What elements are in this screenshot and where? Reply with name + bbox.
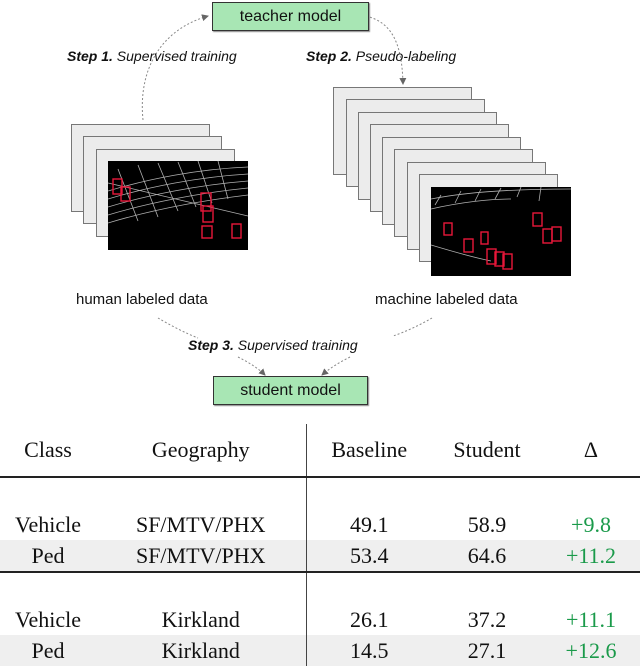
cell-delta: +12.6 bbox=[542, 635, 640, 666]
cell-class: Ped bbox=[0, 540, 96, 572]
student-model-box: student model bbox=[213, 376, 368, 405]
cell-class: Vehicle bbox=[15, 512, 81, 537]
cell-student: 58.9 bbox=[467, 512, 507, 537]
cell-baseline: 49.1 bbox=[350, 512, 389, 537]
cell-delta: +9.8 bbox=[571, 512, 611, 537]
header-baseline: Baseline bbox=[331, 437, 408, 462]
training-pipeline-diagram: teacher model Step 1. Supervised trainin… bbox=[67, 2, 571, 405]
cell-baseline: 26.1 bbox=[350, 607, 389, 632]
results-table: Class Geography Baseline Student Δ Vehic… bbox=[0, 424, 640, 666]
table-header-row: Class Geography Baseline Student Δ bbox=[0, 424, 640, 477]
lidar-frame-machine-labeled bbox=[431, 187, 571, 276]
machine-labeled-data-label: machine labeled data bbox=[375, 291, 518, 308]
header-class: Class bbox=[24, 437, 72, 462]
step2-prefix: Step 2. bbox=[306, 48, 352, 64]
step3-prefix: Step 3. bbox=[188, 337, 234, 353]
cell-delta: +11.1 bbox=[565, 607, 617, 632]
cell-geography: Kirkland bbox=[96, 635, 307, 666]
table-row: Vehicle Kirkland 26.1 37.2 +11.1 bbox=[0, 604, 640, 635]
table-row: Ped SF/MTV/PHX 53.4 64.6 +11.2 bbox=[0, 540, 640, 572]
cell-baseline: 53.4 bbox=[306, 540, 432, 572]
step3-label: Step 3. Supervised training bbox=[188, 337, 358, 353]
cell-baseline: 14.5 bbox=[306, 635, 432, 666]
human-labeled-data-label: human labeled data bbox=[76, 291, 208, 308]
cell-geography: SF/MTV/PHX bbox=[96, 540, 307, 572]
header-geography: Geography bbox=[96, 424, 307, 477]
header-student: Student bbox=[453, 437, 521, 462]
step3-text: Supervised training bbox=[233, 337, 358, 353]
cell-geography: SF/MTV/PHX bbox=[96, 509, 307, 540]
step1-text: Supervised training bbox=[112, 48, 237, 64]
step1-label: Step 1. Supervised training bbox=[67, 48, 237, 64]
table-row: Vehicle SF/MTV/PHX 49.1 58.9 +9.8 bbox=[0, 509, 640, 540]
teacher-model-box: teacher model bbox=[212, 2, 369, 31]
cell-student: 37.2 bbox=[467, 607, 507, 632]
flow-arrows bbox=[141, 14, 433, 376]
header-delta: Δ bbox=[583, 437, 599, 462]
cell-geography: Kirkland bbox=[96, 604, 307, 635]
step2-label: Step 2. Pseudo-labeling bbox=[306, 48, 456, 64]
cell-student: 64.6 bbox=[432, 540, 542, 572]
cell-student: 27.1 bbox=[432, 635, 542, 666]
cell-class: Vehicle bbox=[15, 607, 81, 632]
cell-delta: +11.2 bbox=[542, 540, 640, 572]
step1-prefix: Step 1. bbox=[67, 48, 113, 64]
cell-class: Ped bbox=[0, 635, 96, 666]
lidar-frame-human-labeled bbox=[108, 161, 248, 250]
table-row: Ped Kirkland 14.5 27.1 +12.6 bbox=[0, 635, 640, 666]
step2-text: Pseudo-labeling bbox=[351, 48, 457, 64]
